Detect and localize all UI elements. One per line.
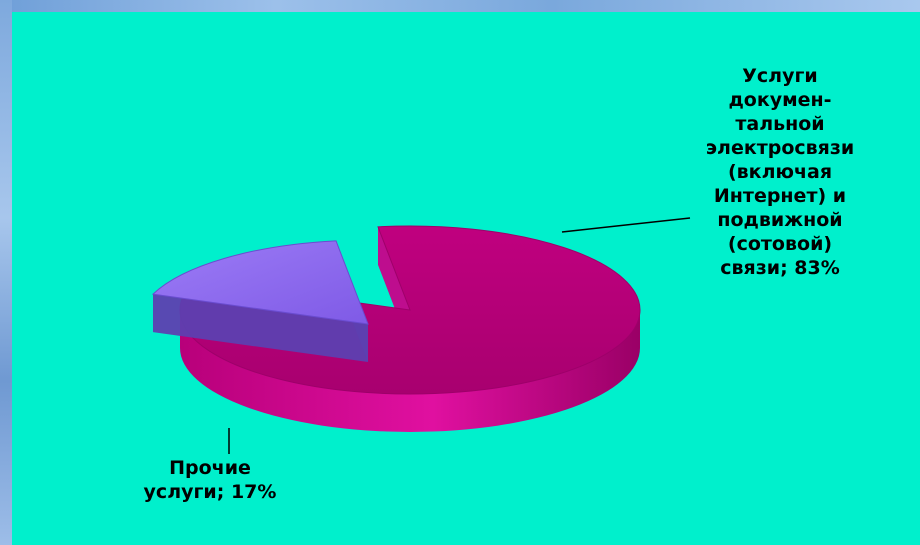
pie-slices xyxy=(151,225,641,432)
slice-label-documentary-telecom: Услуги докумен- тальной электросвязи (вк… xyxy=(705,65,855,279)
leader-line-documentary-telecom xyxy=(561,217,691,233)
window-frame-left xyxy=(0,0,12,545)
slice-label-other-services: Прочие услуги; 17% xyxy=(143,457,277,503)
window-frame-top xyxy=(0,0,920,12)
leader-lines xyxy=(228,217,691,454)
slice-other-services xyxy=(151,240,369,362)
